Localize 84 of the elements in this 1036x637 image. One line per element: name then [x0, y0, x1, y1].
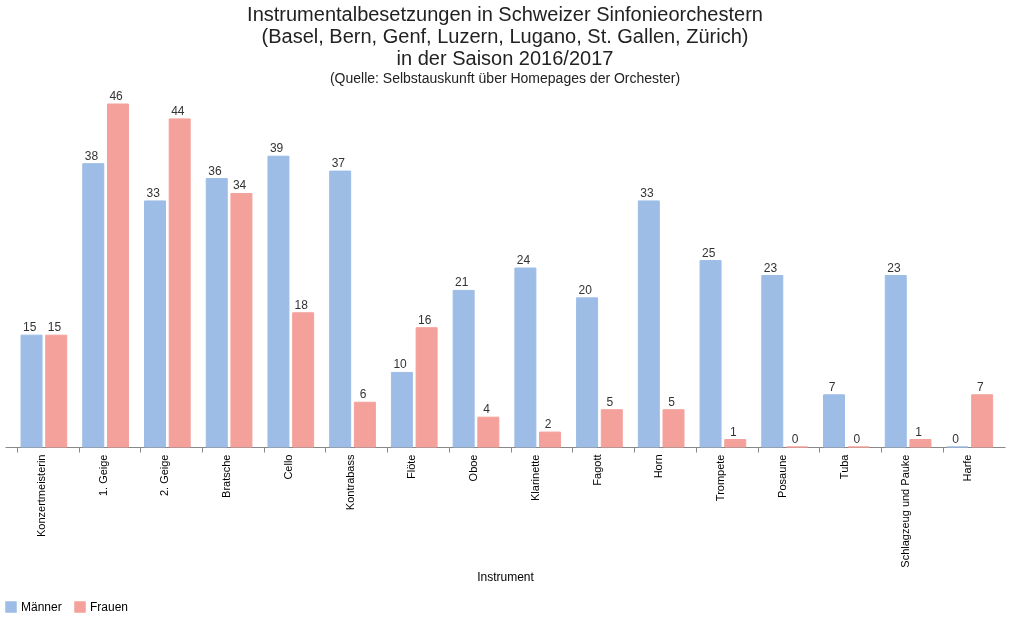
x-axis-title: Instrument: [477, 569, 535, 584]
bar: [477, 416, 500, 448]
data-label: 0: [952, 432, 960, 446]
data-label: 25: [702, 245, 716, 260]
data-label: 18: [294, 297, 309, 312]
data-label: 23: [887, 260, 901, 275]
data-label: 15: [47, 320, 62, 335]
bar: [637, 200, 660, 448]
data-label: 7: [976, 379, 984, 394]
bar: [82, 163, 105, 448]
data-label: 4: [483, 402, 491, 417]
data-label: 46: [109, 89, 124, 103]
text: (Basel, Bern, Genf, Luzern, Lugano, St. Gallen, Zürich): [261, 25, 749, 47]
x-tick-label: Oboe: [467, 454, 480, 482]
bar: [168, 118, 191, 448]
data-label: 37: [331, 156, 346, 171]
data-label: 0: [853, 432, 861, 446]
x-tick-label: 1. Geige: [96, 454, 109, 497]
bar: [823, 394, 846, 448]
x-tick-label: Klarinette: [528, 454, 541, 501]
bar: [514, 267, 537, 448]
bar: [724, 439, 747, 448]
data-label: 5: [606, 394, 614, 409]
bar: [390, 371, 413, 448]
data-label: 20: [578, 282, 593, 297]
x-tick-label: Fagott: [590, 454, 603, 486]
data-label: 0: [791, 432, 799, 446]
data-label: 1: [730, 424, 738, 439]
bar: [20, 334, 43, 448]
x-tick-label: Tuba: [837, 453, 850, 480]
bar: [205, 178, 228, 448]
bar: [662, 409, 685, 448]
bar: [761, 275, 784, 448]
data-label: 33: [146, 185, 161, 200]
data-label: 34: [232, 178, 247, 193]
bar: [144, 200, 166, 448]
x-tick-label: Posaune: [775, 454, 788, 498]
bar: [267, 155, 290, 448]
bar: [600, 409, 623, 448]
data-label: 15: [23, 320, 37, 335]
x-tick-label: Schlagzeug und Pauke: [899, 454, 912, 568]
data-label: 38: [84, 148, 99, 163]
data-label: 2: [544, 417, 552, 432]
data-label: 24: [516, 253, 531, 268]
bar: [971, 394, 994, 448]
data-label: 21: [455, 275, 469, 290]
bar: [292, 312, 315, 448]
data-label: 33: [640, 185, 654, 200]
data-label: 7: [828, 379, 836, 394]
data-label: 5: [668, 394, 676, 409]
bar: [576, 297, 599, 448]
bar: [106, 103, 129, 448]
x-tick-label: Horn: [652, 454, 665, 479]
data-label: 36: [208, 163, 222, 178]
x-tick-label: Kontrabass: [343, 454, 356, 511]
x-tick-label: Harfe: [960, 454, 973, 482]
x-tick-label: Flöte: [405, 454, 418, 479]
legend-label: Männer: [21, 600, 62, 614]
x-tick-label: Konzertmeisterin: [35, 454, 48, 538]
text: in der Saison 2016/2017: [396, 47, 614, 69]
chart-subtitle: (Quelle: Selbstauskunft über Homepages der Orchester): [329, 70, 681, 86]
data-label: 44: [171, 103, 185, 118]
bar: [45, 334, 68, 448]
legend-label: Frauen: [90, 600, 129, 614]
data-label: 1: [915, 424, 923, 439]
bar: [699, 260, 722, 448]
text: Instrumentalbesetzungen in Schweizer Sinfonieorchestern: [247, 3, 763, 25]
x-tick-label: Bratsche: [220, 454, 233, 498]
bar: [415, 327, 438, 448]
data-label: 10: [393, 357, 408, 372]
bar: [353, 401, 376, 448]
bar: [329, 170, 352, 448]
bar: [452, 289, 475, 448]
x-tick-label: Cello: [281, 454, 294, 480]
x-tick-label: 2. Geige: [158, 454, 171, 497]
x-tick-label: Trompete: [714, 454, 727, 502]
data-label: 39: [269, 141, 284, 156]
data-label: 23: [763, 260, 778, 275]
bar: [909, 439, 932, 448]
bar: [230, 192, 253, 448]
data-label: 16: [418, 312, 432, 327]
bar: [884, 275, 907, 448]
data-label: 6: [359, 387, 367, 402]
bar: [539, 431, 562, 448]
